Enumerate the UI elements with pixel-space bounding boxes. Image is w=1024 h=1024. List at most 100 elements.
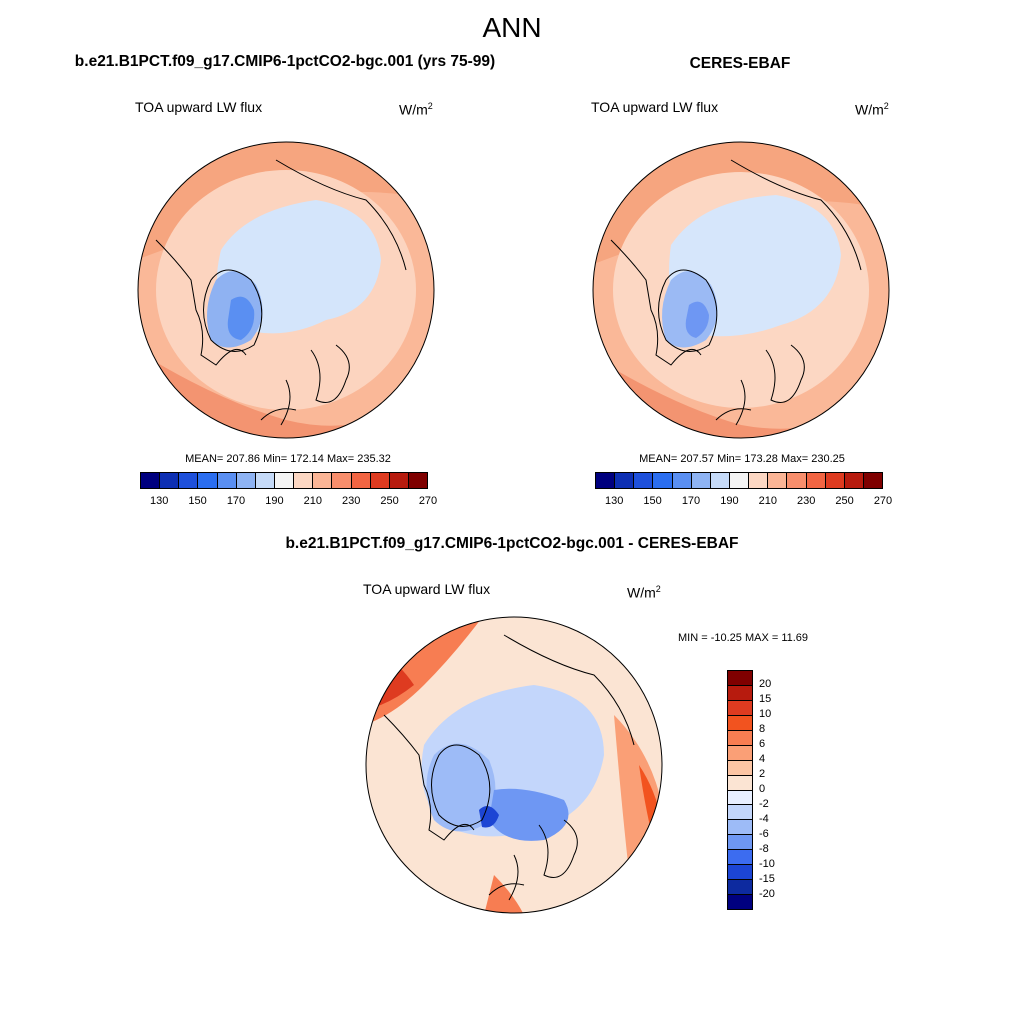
colorbar-cell — [179, 473, 199, 488]
colorbar-tick-label: -20 — [759, 888, 775, 900]
difference-strongest-negative — [479, 806, 499, 828]
difference-title: b.e21.B1PCT.f09_g17.CMIP6-1pctCO2-bgc.00… — [285, 535, 739, 552]
difference-coastline-north-america — [383, 714, 475, 841]
colorbar-tick-label: -6 — [759, 828, 769, 840]
colorbar-tick-label: 150 — [188, 495, 207, 507]
colorbar-cell — [236, 473, 256, 488]
colorbar-cell — [728, 685, 752, 701]
colorbar-cell — [141, 473, 161, 488]
difference-units-label: W/m2 — [627, 584, 661, 601]
difference-colorbar — [727, 670, 753, 910]
colorbar-cell — [728, 700, 752, 716]
colorbar-cell — [728, 671, 752, 686]
colorbar-cell — [749, 473, 769, 488]
panel-2-coastline-north-america — [610, 239, 702, 366]
panel-2-title: CERES-EBAF — [689, 55, 791, 72]
colorbar-cell — [728, 880, 752, 896]
panel-2-colorbar-ticks: 130 150 170 190 210 230 250 270 — [595, 495, 892, 509]
colorbar-cell — [728, 775, 752, 791]
colorbar-cell — [389, 473, 409, 488]
difference-greenland-negative — [426, 743, 496, 832]
colorbar-tick-label: 130 — [605, 495, 624, 507]
colorbar-cell — [160, 473, 180, 488]
panel-1-colorbar-ticks: 130 150 170 190 210 230 250 270 — [140, 495, 437, 509]
panel-2-stats: MEAN= 207.57 Min= 173.28 Max= 230.25 — [639, 453, 845, 465]
colorbar-tick-label: 170 — [681, 495, 701, 507]
colorbar-tick-label: 6 — [759, 738, 766, 750]
difference-variable-label: TOA upward LW flux — [363, 581, 491, 597]
colorbar-tick-label: 2 — [759, 768, 766, 780]
colorbar-cell — [332, 473, 352, 488]
colorbar-cell — [255, 473, 275, 488]
panel-1-stats: MEAN= 207.86 Min= 172.14 Max= 235.32 — [185, 453, 391, 465]
panel-2-greenland-core — [685, 301, 709, 338]
colorbar-cell — [672, 473, 692, 488]
colorbar-tick-label: -15 — [759, 873, 775, 885]
colorbar-tick-label: 190 — [265, 495, 284, 507]
colorbar-tick-label: -4 — [759, 813, 769, 825]
colorbar-cell — [634, 473, 654, 488]
colorbar-cell — [728, 730, 752, 746]
colorbar-tick-label: 190 — [720, 495, 739, 507]
difference-coastline-greenland — [431, 744, 491, 827]
colorbar-cell — [728, 850, 752, 866]
colorbar-tick-label: 130 — [150, 495, 169, 507]
colorbar-cell — [710, 473, 730, 488]
difference-barents-negative — [489, 788, 569, 841]
difference-map-border — [365, 616, 663, 914]
difference-stats: MIN = -10.25 MAX = 11.69 — [678, 632, 809, 644]
colorbar-cell — [691, 473, 711, 488]
panel-1-greenland-core — [227, 296, 255, 340]
colorbar-cell — [728, 835, 752, 851]
colorbar-cell — [728, 760, 752, 776]
panel-2-coastline-eurasia — [730, 159, 862, 403]
colorbar-tick-label: 170 — [226, 495, 246, 507]
colorbar-cell — [728, 865, 752, 881]
colorbar-cell — [596, 473, 616, 488]
panel-2-map-border — [592, 141, 890, 439]
colorbar-cell — [787, 473, 807, 488]
colorbar-cell — [313, 473, 333, 488]
colorbar-tick-label: 210 — [303, 495, 322, 507]
panel-1-coastline-north-america — [155, 239, 247, 366]
colorbar-tick-label: 230 — [342, 495, 361, 507]
colorbar-tick-label: 230 — [797, 495, 816, 507]
main-title: ANN — [482, 12, 542, 43]
panel-1-units-label: W/m2 — [399, 101, 433, 118]
colorbar-tick-label: 0 — [759, 783, 766, 795]
panel-2-coastline-scandinavia — [715, 379, 752, 426]
colorbar-cell — [728, 895, 752, 909]
colorbar-cell — [768, 473, 788, 488]
panel-2-units-label: W/m2 — [855, 101, 889, 118]
colorbar-cell — [728, 820, 752, 836]
difference-warm-south — [484, 875, 524, 913]
panel-1-title: b.e21.B1PCT.f09_g17.CMIP6-1pctCO2-bgc.00… — [74, 53, 496, 70]
panel-2-coastline-greenland — [658, 269, 718, 352]
panel-2-colorbar — [595, 472, 883, 489]
panel-1-coastline-scandinavia — [260, 379, 297, 426]
colorbar-cell — [729, 473, 750, 488]
colorbar-cell — [653, 473, 673, 488]
colorbar-tick-label: 150 — [643, 495, 662, 507]
colorbar-tick-label: 210 — [758, 495, 777, 507]
colorbar-cell — [615, 473, 635, 488]
panel-1-map-border — [137, 141, 435, 439]
colorbar-cell — [294, 473, 314, 488]
colorbar-cell — [217, 473, 237, 488]
colorbar-tick-label: -8 — [759, 843, 769, 855]
difference-polar-map — [365, 616, 663, 914]
colorbar-cell — [728, 715, 752, 731]
colorbar-cell — [351, 473, 371, 488]
difference-colorbar-ticks: 20 15 10 8 6 4 2 0 -2 -4 -6 -8 -10 -15 -20 — [759, 670, 799, 910]
colorbar-cell — [198, 473, 218, 488]
colorbar-cell — [408, 473, 428, 488]
colorbar-tick-label: 270 — [418, 495, 438, 507]
colorbar-tick-label: 8 — [759, 723, 766, 735]
colorbar-tick-label: -2 — [759, 798, 769, 810]
colorbar-tick-label: -10 — [759, 858, 775, 870]
panel-2-polar-map — [592, 141, 890, 439]
colorbar-cell — [728, 790, 752, 806]
difference-coastline-eurasia — [503, 634, 635, 878]
panel-1-coastline-greenland — [203, 269, 263, 352]
panel-2-variable-label: TOA upward LW flux — [591, 99, 719, 115]
